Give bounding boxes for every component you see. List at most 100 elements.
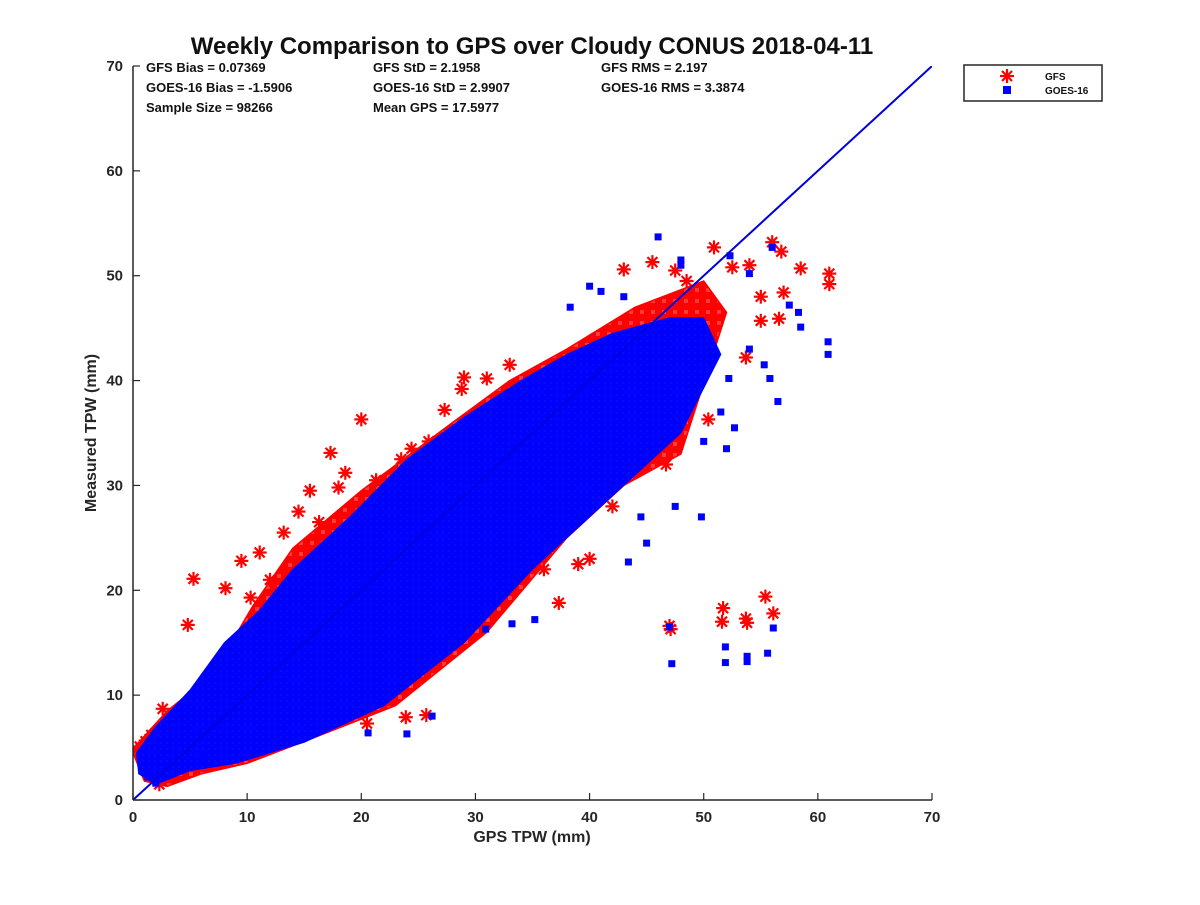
x-tick-label: 10 (239, 809, 256, 826)
goes16-point (700, 437, 708, 445)
goes16-point (654, 233, 662, 241)
goes16-point (198, 754, 205, 762)
gfs-point (453, 380, 470, 398)
goes16-point (824, 350, 832, 358)
gfs-point (301, 482, 318, 499)
gfs-point (713, 613, 731, 630)
x-axis-ticks: 0 10 20 30 40 50 60 70 (129, 793, 941, 826)
goes16-point (769, 624, 777, 632)
goes16-point (721, 659, 729, 667)
y-tick-label: 60 (106, 163, 123, 180)
gfs-point (233, 552, 250, 570)
goes16-point (666, 623, 673, 631)
goes16-point (766, 375, 774, 382)
goes16-point (764, 649, 772, 657)
x-tick-label: 50 (695, 809, 712, 826)
legend-gfs-label: GFS (1045, 72, 1066, 83)
goes16-point (726, 252, 734, 260)
stat-goes-bias: GOES-16 Bias = -1.5906 (146, 80, 292, 95)
gfs-point (657, 456, 675, 473)
y-tick-label: 0 (115, 792, 123, 809)
y-tick-label: 70 (106, 58, 123, 75)
y-axis-ticks: 0 10 20 30 40 50 60 70 (106, 58, 140, 809)
y-tick-label: 20 (106, 582, 123, 599)
gfs-point (792, 260, 809, 277)
gfs-point (242, 589, 259, 606)
chart-title: Weekly Comparison to GPS over Cloudy CON… (191, 33, 873, 60)
x-tick-label: 70 (924, 809, 941, 826)
goes16-point (643, 539, 651, 547)
x-axis-label: GPS TPW (mm) (473, 829, 590, 846)
gfs-point (550, 594, 567, 612)
stat-goes-rms: GOES-16 RMS = 3.3874 (601, 80, 745, 95)
goes16-point (731, 424, 738, 432)
x-tick-label: 30 (467, 809, 484, 826)
goes16-point (566, 303, 574, 311)
goes16-point (624, 558, 632, 566)
gfs-point (501, 356, 518, 373)
goes16-point (677, 261, 685, 269)
gfs-point (604, 498, 621, 515)
goes16-point (717, 408, 725, 416)
goes16-point (795, 308, 802, 316)
goes16-point (668, 660, 676, 668)
goes16-point (760, 361, 768, 369)
y-tick-label: 40 (106, 373, 123, 390)
goes16-point (508, 620, 516, 628)
gfs-point (700, 411, 717, 428)
gfs-point (275, 524, 292, 541)
gfs-point (455, 369, 473, 386)
stat-goes-std: GOES-16 StD = 2.9907 (373, 80, 510, 95)
x-tick-label: 0 (129, 809, 137, 826)
goes16-point (144, 773, 152, 781)
goes16-point (671, 502, 679, 510)
gfs-point (290, 503, 307, 520)
gfs-point (714, 599, 732, 617)
gfs-point (775, 284, 792, 301)
gfs-point (570, 555, 587, 573)
goes16-point (586, 282, 594, 290)
goes16-point (428, 712, 436, 720)
goes16-point (745, 345, 753, 353)
goes16-point (721, 643, 729, 651)
gfs-point (757, 588, 774, 605)
goes16-point (152, 779, 160, 787)
gfs-point (644, 254, 661, 271)
gfs-point (821, 276, 838, 293)
gfs-point (330, 479, 347, 496)
one-to-one-line (133, 66, 932, 800)
y-tick-label: 30 (106, 477, 123, 494)
gfs-point (770, 310, 788, 327)
stat-gfs-std: GFS StD = 2.1958 (373, 60, 480, 75)
y-axis-label: Measured TPW (mm) (83, 354, 100, 512)
gfs-point (478, 370, 495, 387)
goes16-point (768, 243, 776, 251)
goes16-point (745, 270, 753, 278)
gfs-point (615, 261, 632, 278)
gfs-point (353, 411, 370, 428)
gfs-point (752, 288, 769, 305)
gfs-point (358, 715, 376, 732)
goes16-point (743, 652, 751, 660)
goes16-point (743, 658, 751, 666)
goes16-point (531, 616, 539, 624)
gfs-point (752, 312, 769, 329)
goes16-point (723, 445, 730, 453)
stat-sample-size: Sample Size = 98266 (146, 100, 273, 115)
x-tick-label: 40 (581, 809, 598, 826)
goes16-point (725, 375, 733, 382)
x-tick-label: 60 (810, 809, 827, 826)
gfs-point (251, 544, 268, 561)
goes16-point (364, 729, 372, 737)
goes16-point (785, 301, 793, 309)
legend-box (963, 64, 1103, 102)
gfs-point (261, 571, 279, 588)
legend-goes16-marker (1003, 86, 1011, 94)
legend: GFS GOES-16 (963, 64, 1103, 102)
gfs-point (535, 561, 553, 578)
stats-block: GFS Bias = 0.07369 GFS StD = 2.1958 GFS … (146, 60, 745, 115)
gfs-point (322, 444, 339, 461)
gfs-point (705, 239, 723, 256)
gfs-point (765, 605, 782, 622)
